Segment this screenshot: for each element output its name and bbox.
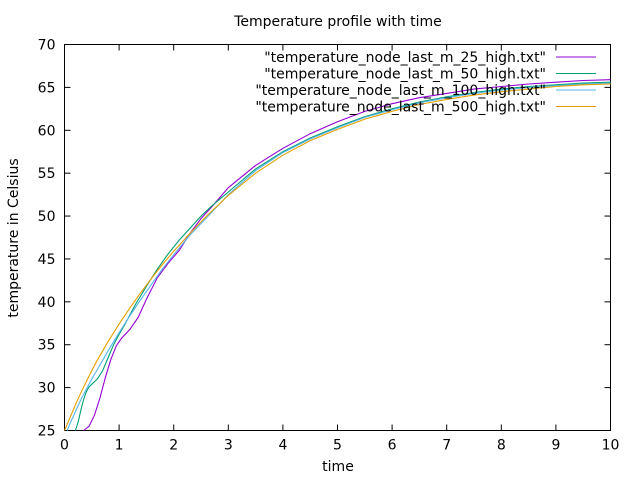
x-tick-label: 9 bbox=[551, 438, 560, 454]
y-tick-label: 30 bbox=[38, 381, 56, 397]
y-tick-label: 25 bbox=[38, 424, 56, 440]
legend-label-1: "temperature_node_last_m_25_high.txt" bbox=[264, 50, 546, 66]
y-tick-label: 50 bbox=[38, 209, 56, 225]
x-tick-label: 8 bbox=[497, 438, 506, 454]
series-line-2 bbox=[74, 81, 611, 431]
chart-title: Temperature profile with time bbox=[233, 14, 442, 30]
x-tick-label: 3 bbox=[224, 438, 233, 454]
x-tick-label: 5 bbox=[333, 438, 342, 454]
x-tick-label: 7 bbox=[442, 438, 451, 454]
series-line-1 bbox=[83, 79, 611, 431]
x-tick-label: 0 bbox=[60, 438, 69, 454]
x-tick-label: 1 bbox=[115, 438, 124, 454]
x-tick-label: 6 bbox=[388, 438, 397, 454]
legend-label-4: "temperature_node_last_m_500_high.txt" bbox=[255, 100, 546, 116]
legend-label-3: "temperature_node_last_m_100_high.txt" bbox=[255, 83, 546, 99]
y-tick-label: 70 bbox=[38, 38, 56, 54]
series-line-4 bbox=[63, 83, 611, 431]
x-tick-label: 10 bbox=[602, 438, 620, 454]
series-lines bbox=[63, 79, 611, 431]
x-axis-label: time bbox=[322, 459, 354, 475]
series-line-3 bbox=[66, 82, 611, 431]
legend-label-2: "temperature_node_last_m_50_high.txt" bbox=[264, 67, 546, 83]
y-tick-label: 35 bbox=[38, 338, 56, 354]
legend: "temperature_node_last_m_25_high.txt""te… bbox=[255, 50, 596, 116]
x-tick-label: 4 bbox=[278, 438, 287, 454]
y-tick-label: 40 bbox=[38, 295, 56, 311]
y-axis-label: temperature in Celsius bbox=[6, 158, 22, 317]
y-tick-label: 45 bbox=[38, 252, 56, 268]
y-tick-label: 60 bbox=[38, 123, 56, 139]
y-tick-label: 55 bbox=[38, 166, 56, 182]
x-tick-label: 2 bbox=[169, 438, 178, 454]
y-tick-label: 65 bbox=[38, 80, 56, 96]
